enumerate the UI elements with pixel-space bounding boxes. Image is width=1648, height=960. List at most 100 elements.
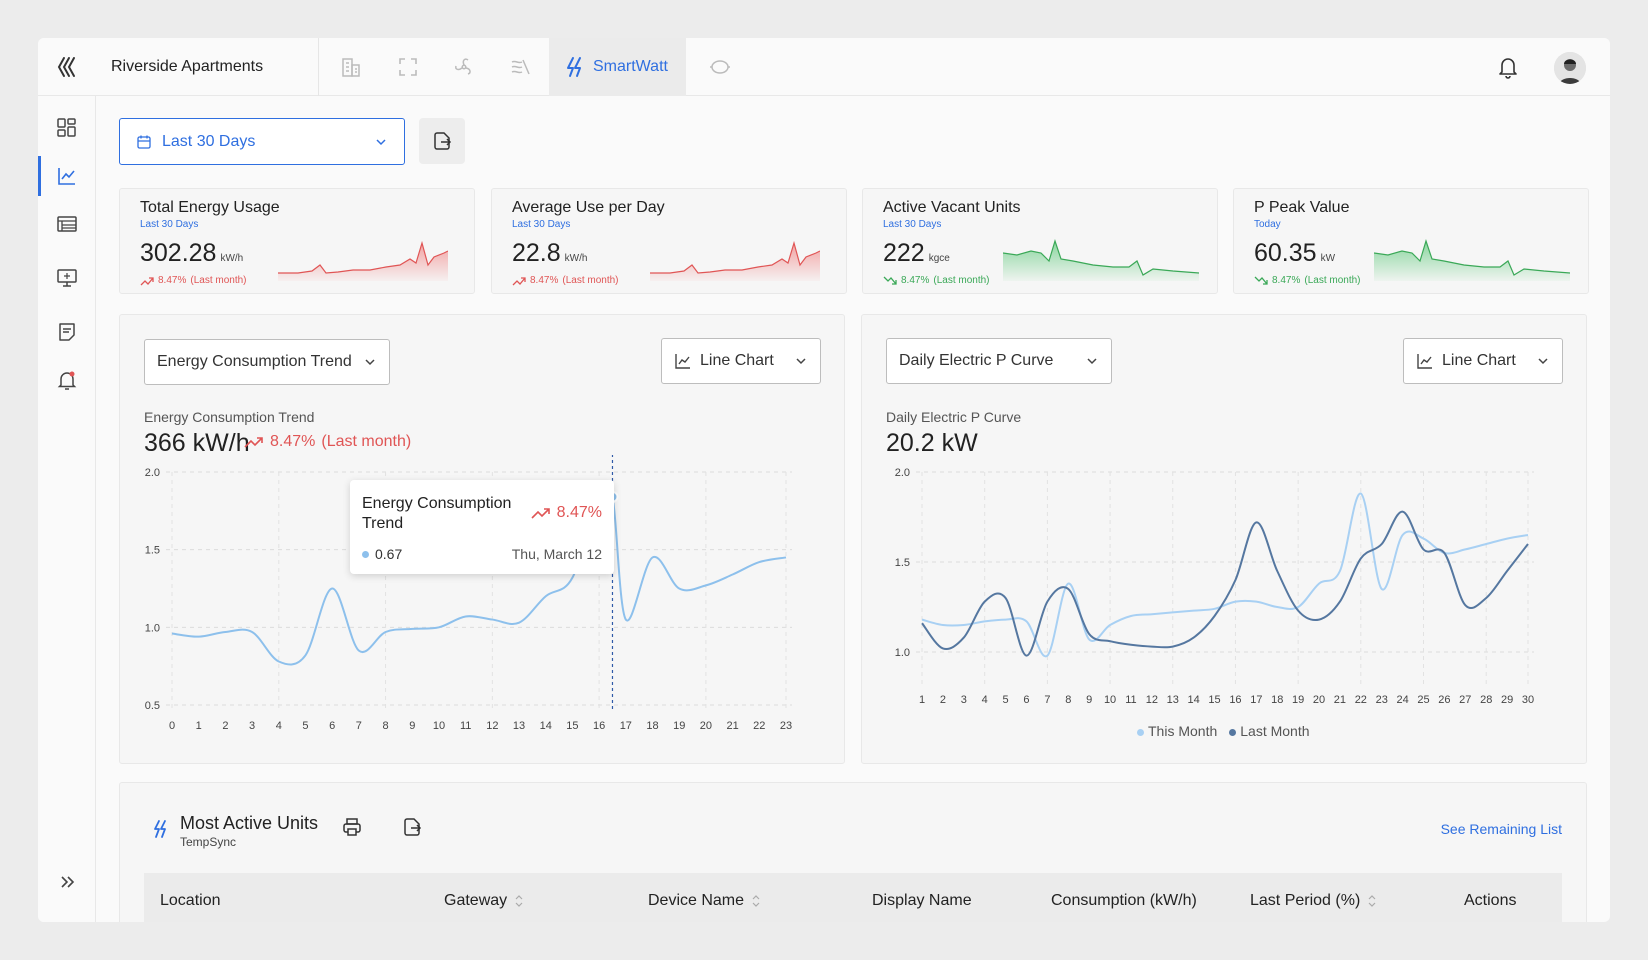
kpi-change-note: (Last month) (190, 275, 247, 286)
site-title[interactable]: Riverside Apartments (111, 58, 264, 75)
tooltip-date: Thu, March 12 (511, 546, 602, 562)
kpi-sparkline (650, 240, 820, 281)
column-last-period[interactable]: Last Period (%) (1250, 892, 1376, 910)
kpi-number: 302.28 (140, 239, 217, 267)
top-bar: Riverside Apartments SmartWatt (38, 38, 1610, 96)
alert-bell-icon (57, 371, 77, 390)
chart-value: 366 kW/h (144, 429, 250, 457)
legend-item-this-month[interactable]: This Month (1137, 723, 1217, 739)
x-tick-label: 20 (700, 720, 712, 732)
trend-up-icon (244, 437, 263, 448)
building-icon[interactable] (322, 38, 380, 96)
table-title: Most Active Units (180, 813, 319, 833)
tab-smartwatt[interactable]: SmartWatt (549, 38, 686, 96)
sidebar-item-monitoring[interactable] (38, 256, 96, 300)
kpi-card-average-use: Average Use per Day Last 30 Days 22.8 kW/… (491, 188, 847, 294)
sidebar-item-analytics[interactable] (38, 154, 96, 198)
daily-p-curve-panel: Daily Electric P Curve Line Chart Daily … (861, 314, 1587, 764)
column-location[interactable]: Location (160, 892, 221, 909)
avatar[interactable] (1554, 52, 1586, 84)
series-line-this-month[interactable] (921, 492, 1529, 658)
kpi-change: 8.47% (Last month) (140, 275, 247, 286)
sidebar-item-alerts[interactable] (38, 358, 96, 402)
metric-select-value: Daily Electric P Curve (899, 352, 1054, 369)
dashboard-icon (57, 118, 76, 137)
kpi-change-value: 8.47% (1272, 275, 1301, 286)
tooltip-value: 0.67 (362, 546, 402, 562)
kpi-value: 222 kgce (883, 239, 950, 268)
kpi-period: Last 30 Days (883, 219, 942, 230)
app-logo-icon[interactable] (38, 38, 96, 96)
kpi-sparkline (1003, 239, 1199, 281)
sidebar-expand-button[interactable] (38, 860, 96, 904)
fan-icon[interactable] (435, 38, 493, 96)
x-tick-label: 26 (1438, 694, 1450, 706)
chart-type-select[interactable]: Line Chart (661, 338, 821, 384)
x-tick-label: 29 (1501, 694, 1513, 706)
kpi-change-value: 8.47% (530, 275, 559, 286)
x-tick-label: 20 (1313, 694, 1325, 706)
table-export-button[interactable] (398, 813, 426, 841)
print-button[interactable] (338, 813, 366, 841)
bolt-icon (567, 57, 581, 77)
main-content: Last 30 Days Total Energy Usage Last 30 … (96, 96, 1610, 922)
x-tick-label: 16 (1229, 694, 1241, 706)
column-consumption[interactable]: Consumption (kW/h) (1051, 892, 1197, 909)
x-tick-label: 13 (1167, 694, 1179, 706)
x-tick-label: 14 (1188, 694, 1200, 706)
chart-value: 20.2 kW (886, 429, 978, 457)
bell-icon[interactable] (1493, 52, 1523, 82)
column-device-name[interactable]: Device Name (648, 892, 760, 910)
chevron-down-icon (1087, 358, 1097, 365)
y-tick-label: 2.0 (895, 467, 910, 479)
kpi-period: Last 30 Days (512, 219, 571, 230)
x-tick-label: 18 (646, 720, 658, 732)
x-tick-label: 5 (302, 720, 308, 732)
kpi-unit: kgce (928, 253, 950, 264)
chart-type-value: Line Chart (1442, 352, 1516, 369)
x-tick-label: 25 (1417, 694, 1429, 706)
x-tick-label: 2 (940, 694, 946, 706)
chart-type-select[interactable]: Line Chart (1403, 338, 1563, 384)
column-gateway[interactable]: Gateway (444, 892, 523, 910)
trend-down-icon (883, 276, 897, 285)
tooltip-change-value: 8.47% (556, 504, 602, 521)
monitor-icon (57, 269, 77, 287)
chevron-down-icon (796, 358, 806, 365)
x-tick-label: 1 (196, 720, 202, 732)
x-tick-label: 13 (513, 720, 525, 732)
x-tick-label: 21 (726, 720, 738, 732)
daily-p-curve-chart[interactable]: 1.01.52.01 2 3 4 5 6 7 8 9 10 11 12 13 14 15 16 17 18 19 20… (862, 455, 1588, 715)
sensor-icon[interactable] (691, 38, 749, 96)
kpi-sparkline (1374, 239, 1570, 281)
x-tick-label: 10 (433, 720, 445, 732)
metric-select[interactable]: Energy Consumption Trend (144, 339, 390, 385)
export-icon (404, 818, 422, 836)
sidebar-item-reports[interactable] (38, 202, 96, 246)
sidebar-active-indicator (38, 156, 41, 196)
column-display-name[interactable]: Display Name (872, 892, 972, 909)
line-chart-icon (1417, 354, 1432, 369)
metric-select[interactable]: Daily Electric P Curve (886, 338, 1112, 384)
see-remaining-link[interactable]: See Remaining List (1440, 821, 1562, 837)
chart-tooltip: Energy Consumption Trend 8.47% 0.67 Thu,… (350, 480, 614, 574)
export-button[interactable] (419, 118, 465, 164)
y-tick-label: 1.5 (145, 545, 160, 557)
series-line-0[interactable] (171, 483, 787, 666)
x-tick-label: 10 (1104, 694, 1116, 706)
legend-item-last-month[interactable]: Last Month (1229, 723, 1310, 739)
x-tick-label: 27 (1459, 694, 1471, 706)
kpi-title: P Peak Value (1254, 199, 1350, 216)
kpi-change: 8.47% (Last month) (512, 275, 619, 286)
wind-icon[interactable] (491, 38, 549, 96)
sidebar (38, 96, 96, 922)
metric-select-value: Energy Consumption Trend (157, 353, 352, 370)
chevrons-right-icon (61, 876, 75, 888)
sidebar-item-notes[interactable] (38, 310, 96, 354)
sidebar-item-dashboard[interactable] (38, 106, 96, 150)
kpi-title: Total Energy Usage (140, 199, 280, 216)
fullscreen-icon[interactable] (379, 38, 437, 96)
date-range-select[interactable]: Last 30 Days (119, 118, 405, 165)
series-line-last-month[interactable] (921, 510, 1529, 657)
column-actions[interactable]: Actions (1464, 892, 1517, 909)
